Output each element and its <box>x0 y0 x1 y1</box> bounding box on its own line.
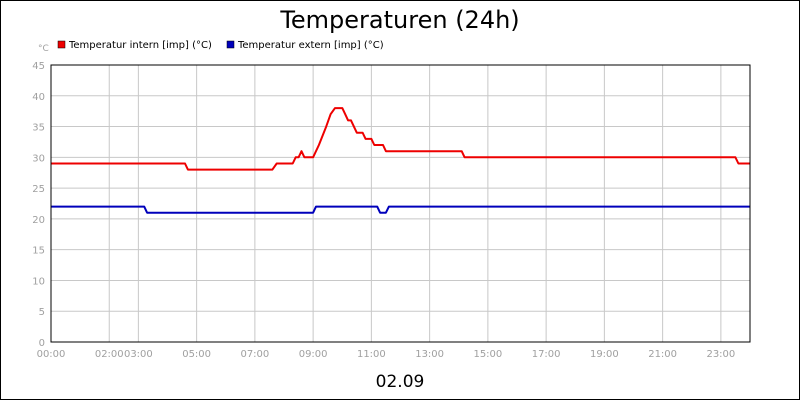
y-tick-label-5: 25 <box>32 184 45 195</box>
legend-label-extern: Temperatur extern [imp] (°C) <box>237 40 384 51</box>
y-tick-label-7: 35 <box>32 123 45 134</box>
y-tick-label-8: 40 <box>32 92 45 103</box>
series-layer <box>51 107 750 214</box>
legend-item-extern: Temperatur extern [imp] (°C) <box>226 40 384 51</box>
legend-swatch-intern <box>57 40 66 49</box>
y-tick-label-0: 0 <box>39 338 45 349</box>
y-tick-label-4: 20 <box>32 215 45 226</box>
series-line-1 <box>51 205 750 214</box>
x-tick-label-0: 00:00 <box>37 349 66 360</box>
x-tick-label-2: 03:00 <box>124 349 153 360</box>
legend-label-intern: Temperatur intern [imp] (°C) <box>68 40 212 51</box>
x-tick-label-6: 11:00 <box>357 349 386 360</box>
legend-swatch-extern <box>226 40 235 49</box>
y-tick-label-9: 45 <box>32 61 45 72</box>
x-tick-label-5: 09:00 <box>299 349 328 360</box>
x-tick-label-8: 15:00 <box>473 349 502 360</box>
y-tick-labels: 0 5 10 15 20 25 30 35 40 45 <box>32 61 45 349</box>
y-tick-label-3: 15 <box>32 246 45 257</box>
series-line-0 <box>51 107 750 171</box>
x-tick-label-1: 02:00 <box>95 349 124 360</box>
x-tick-label-3: 05:00 <box>182 349 211 360</box>
legend-item-intern: Temperatur intern [imp] (°C) <box>57 40 212 51</box>
x-tick-label-4: 07:00 <box>240 349 269 360</box>
legend: Temperatur intern [imp] (°C) Temperatur … <box>57 40 384 51</box>
x-tick-label-10: 19:00 <box>590 349 619 360</box>
date-label: 02.09 <box>376 372 425 392</box>
y-axis-unit: °C <box>38 44 49 54</box>
x-tick-label-12: 23:00 <box>706 349 735 360</box>
plot-area <box>50 64 751 343</box>
x-tick-label-11: 21:00 <box>648 349 677 360</box>
x-tick-labels: 00:00 02:00 03:00 05:00 07:00 09:00 11:00 13:00… <box>37 349 736 360</box>
y-tick-label-1: 5 <box>39 307 45 318</box>
x-tick-label-9: 17:00 <box>532 349 561 360</box>
chart-title: Temperaturen (24h) <box>279 6 519 34</box>
y-tick-label-6: 30 <box>32 153 45 164</box>
y-tick-label-2: 10 <box>32 276 45 287</box>
x-tick-label-7: 13:00 <box>415 349 444 360</box>
grid <box>50 64 750 343</box>
